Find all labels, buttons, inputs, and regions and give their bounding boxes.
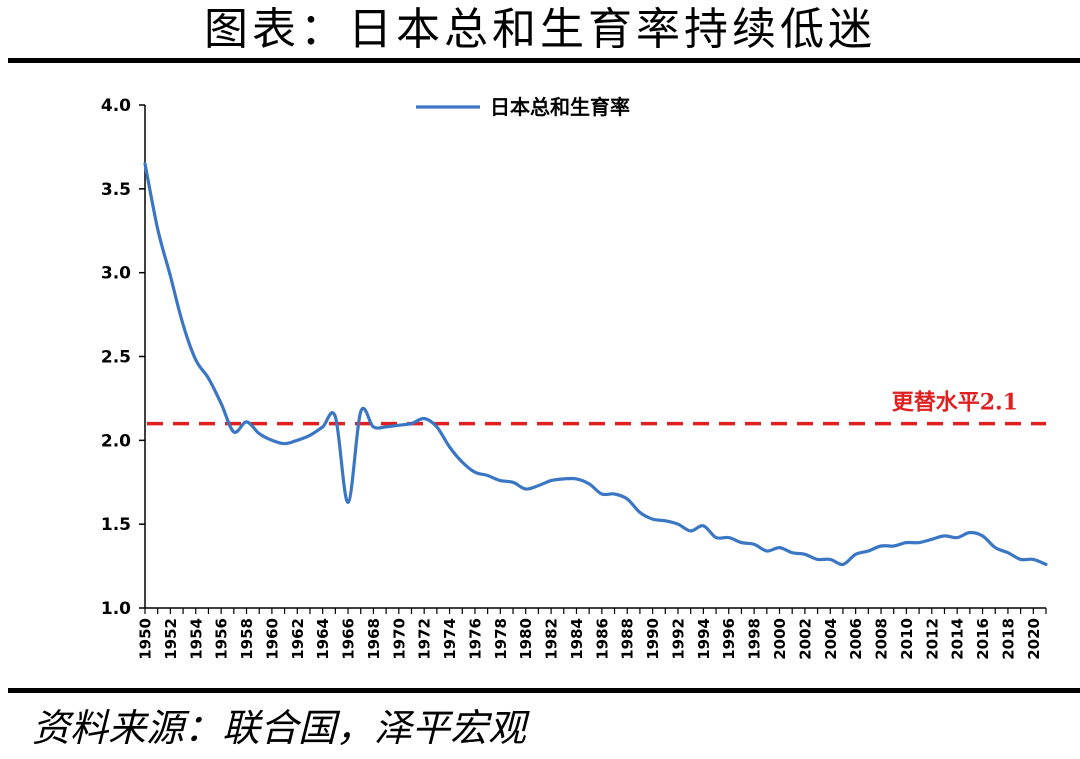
x-tick-label: 1954 bbox=[187, 618, 205, 660]
x-tick-label: 2004 bbox=[822, 618, 840, 660]
y-tick-label: 4.0 bbox=[101, 96, 131, 116]
x-tick-label: 2020 bbox=[1025, 618, 1043, 660]
series-lines bbox=[143, 162, 1048, 567]
x-tick-label: 1958 bbox=[238, 618, 256, 660]
legend-label: 日本总和生育率 bbox=[490, 95, 630, 119]
y-tick-label: 2.0 bbox=[101, 431, 131, 451]
x-tick-label: 2014 bbox=[949, 618, 967, 660]
x-tick-label: 1964 bbox=[314, 618, 332, 660]
x-tick-label: 1990 bbox=[644, 618, 662, 660]
x-tick-label: 1986 bbox=[593, 618, 611, 660]
x-tick-label: 2000 bbox=[771, 618, 789, 660]
x-tick-label: 2012 bbox=[923, 618, 941, 660]
page-title: 图表：日本总和生育率持续低迷 bbox=[204, 4, 876, 55]
x-tick-label: 2016 bbox=[974, 618, 992, 660]
x-tick-label: 1994 bbox=[695, 618, 713, 660]
x-tick-label: 2018 bbox=[999, 618, 1017, 660]
x-tick-label: 1950 bbox=[137, 618, 155, 660]
x-axis-ticks: 1950 1952 1954 1956 1958 1960 1962 1964 1966 1968… bbox=[137, 608, 1047, 660]
legend: 日本总和生育率 bbox=[416, 95, 630, 119]
x-tick-label: 1956 bbox=[213, 618, 231, 660]
y-axis-ticks: 1.0 1.5 2.0 2.5 3.0 3.5 4.0 bbox=[101, 96, 145, 619]
x-tick-label: 1952 bbox=[162, 618, 180, 660]
y-tick-label: 1.0 bbox=[101, 599, 131, 619]
chart-axes bbox=[144, 105, 1046, 609]
x-tick-label: 1966 bbox=[340, 618, 358, 660]
x-tick-label: 1992 bbox=[669, 618, 687, 660]
x-tick-label: 2002 bbox=[796, 618, 814, 660]
y-tick-label: 3.0 bbox=[101, 264, 131, 284]
top-divider bbox=[8, 58, 1080, 63]
y-tick-label: 3.5 bbox=[101, 180, 131, 200]
bottom-divider bbox=[8, 688, 1080, 693]
x-tick-label: 1970 bbox=[390, 618, 408, 660]
x-tick-label: 1982 bbox=[543, 618, 561, 660]
x-tick-label: 2008 bbox=[873, 618, 891, 660]
x-tick-label: 1974 bbox=[441, 618, 459, 660]
x-tick-label: 1962 bbox=[289, 618, 307, 660]
y-tick-label: 2.5 bbox=[101, 348, 131, 368]
x-tick-label: 1998 bbox=[746, 618, 764, 660]
replacement-level-label: 更替水平2.1 bbox=[892, 390, 1018, 416]
x-tick-label: 1972 bbox=[416, 618, 434, 660]
x-tick-label: 1960 bbox=[263, 618, 281, 660]
source-note: 资料来源：联合国，泽平宏观 bbox=[32, 706, 527, 750]
x-tick-label: 1968 bbox=[365, 618, 383, 660]
x-tick-label: 1988 bbox=[619, 618, 637, 660]
x-tick-label: 1980 bbox=[517, 618, 535, 660]
x-tick-label: 1984 bbox=[568, 618, 586, 660]
x-tick-label: 1996 bbox=[720, 618, 738, 660]
x-tick-label: 1976 bbox=[466, 618, 484, 660]
x-tick-label: 2010 bbox=[898, 618, 916, 660]
x-tick-label: 2006 bbox=[847, 618, 865, 660]
series-line-fertility-rate bbox=[143, 162, 1048, 567]
y-tick-label: 1.5 bbox=[101, 515, 131, 535]
x-tick-label: 1978 bbox=[492, 618, 510, 660]
fertility-line-chart: 1.01.52.02.53.03.54.0 1950 1952 1954 1956 19… bbox=[101, 95, 1048, 660]
replacement-level-line: 更替水平2.1 bbox=[147, 390, 1046, 426]
